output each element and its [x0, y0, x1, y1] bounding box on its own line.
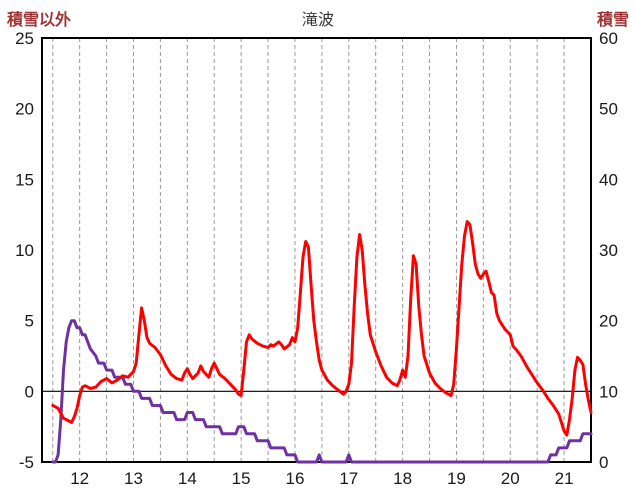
x-axis-tick-label: 17 — [339, 469, 358, 488]
left-axis-tick-label: 15 — [15, 170, 34, 189]
series-line-red — [51, 220, 593, 437]
x-axis-tick-label: 12 — [70, 469, 89, 488]
right-axis-tick-label: 50 — [599, 100, 618, 119]
x-axis-tick-label: 16 — [286, 469, 305, 488]
x-axis-tick-label: 19 — [447, 469, 466, 488]
chart-title: 滝波 — [301, 12, 334, 29]
right-axis-tick-label: 0 — [599, 453, 608, 472]
right-axis-tick-label: 10 — [599, 382, 618, 401]
right-axis-title: 積雪 — [596, 12, 629, 29]
left-axis-tick-label: 25 — [15, 29, 34, 48]
left-axis-title: 積雪以外 — [7, 12, 72, 29]
right-axis-tick-label: 40 — [599, 170, 618, 189]
left-axis-tick-label: -5 — [19, 453, 34, 472]
x-axis-tick-label: 21 — [555, 469, 574, 488]
right-axis-tick-label: 20 — [599, 312, 618, 331]
left-axis-tick-label: 0 — [25, 382, 34, 401]
right-axis-tick-label: 60 — [599, 29, 618, 48]
left-axis-tick-label: 5 — [25, 312, 34, 331]
x-axis-tick-label: 18 — [393, 469, 412, 488]
series-lines — [51, 220, 593, 464]
plot-border — [41, 37, 592, 463]
series-line-purple — [51, 319, 593, 464]
right-axis-tick-label: 30 — [599, 241, 618, 260]
axis-tick-labels: -5 0 5 10 15 20 25 0 10 20 30 40 50 60 12 13 14 15 16 17 18 1… — [15, 29, 618, 488]
plot-frame — [41, 37, 592, 463]
x-axis-tick-label: 20 — [501, 469, 520, 488]
left-axis-tick-label: 20 — [15, 100, 34, 119]
left-axis-tick-label: 10 — [15, 241, 34, 260]
x-axis-tick-label: 13 — [124, 469, 143, 488]
x-axis-tick-label: 15 — [232, 469, 251, 488]
x-axis-tick-label: 14 — [178, 469, 197, 488]
